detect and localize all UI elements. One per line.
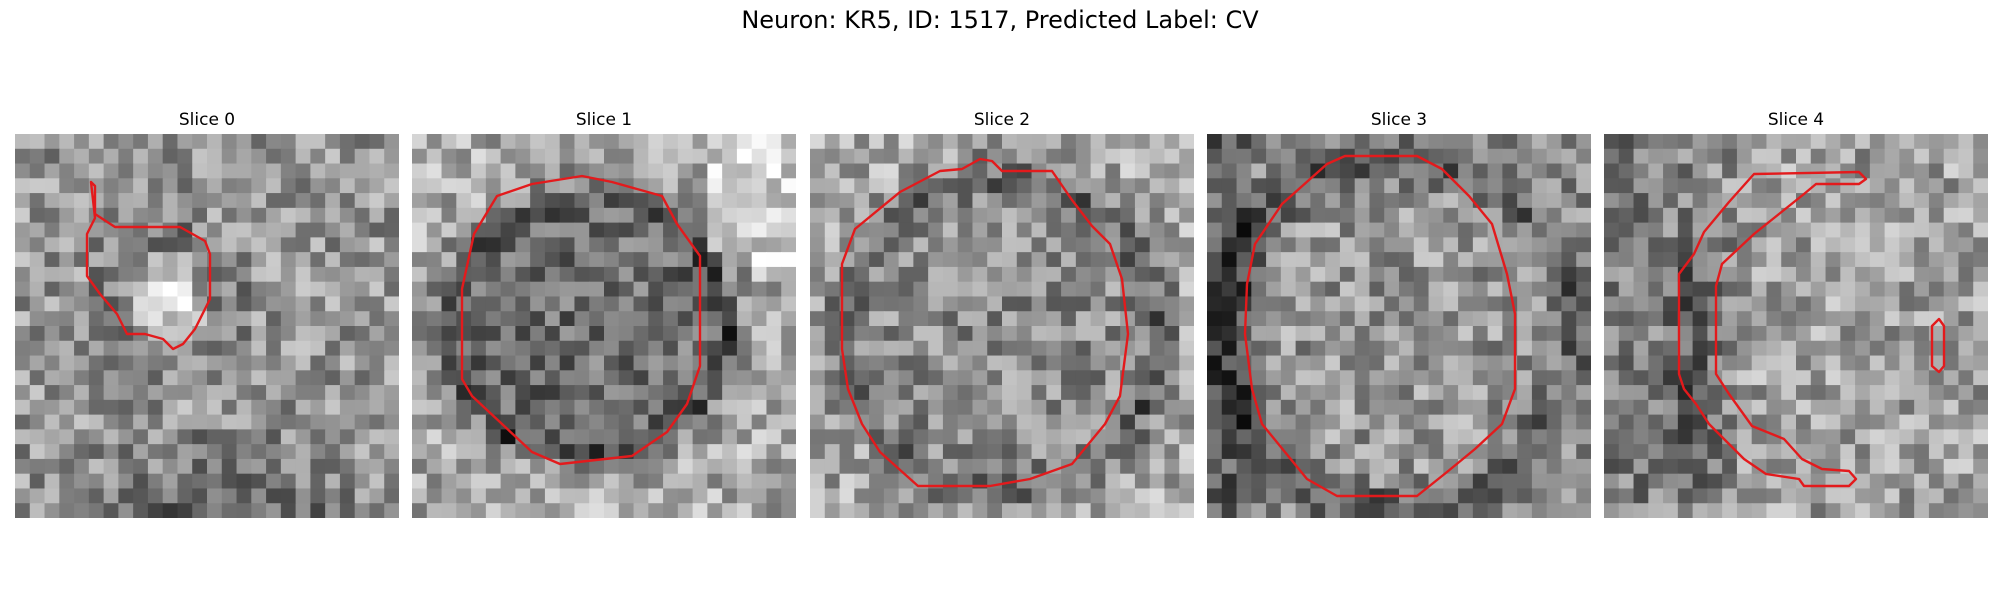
slice-title: Slice 3: [1370, 110, 1428, 130]
slice-image: [810, 134, 1194, 518]
slice-title: Slice 2: [973, 110, 1031, 130]
slice-image: [1207, 134, 1591, 518]
slice-panel: Slice 3: [1207, 108, 1591, 518]
slice-title: Slice 0: [178, 110, 236, 130]
segmentation-contour: [1243, 154, 1517, 498]
segmentation-contour: [840, 157, 1130, 488]
slice-image: [412, 134, 796, 518]
slice-image: [1604, 134, 1988, 518]
segmentation-contour: [1677, 170, 1868, 488]
slice-panel: Slice 4: [1604, 108, 1988, 518]
slice-panel: Slice 2: [810, 108, 1194, 518]
slice-image: [15, 134, 399, 518]
slice-panel: Slice 0: [15, 108, 399, 518]
slice-title: Slice 4: [1767, 110, 1825, 130]
slice-title: Slice 1: [575, 110, 633, 130]
slice-panel: Slice 1: [412, 108, 796, 518]
segmentation-contour: [85, 180, 212, 351]
segmentation-contour: [460, 174, 702, 466]
segmentation-contour: [1930, 317, 1946, 374]
figure-title: Neuron: KR5, ID: 1517, Predicted Label: …: [741, 6, 1259, 34]
